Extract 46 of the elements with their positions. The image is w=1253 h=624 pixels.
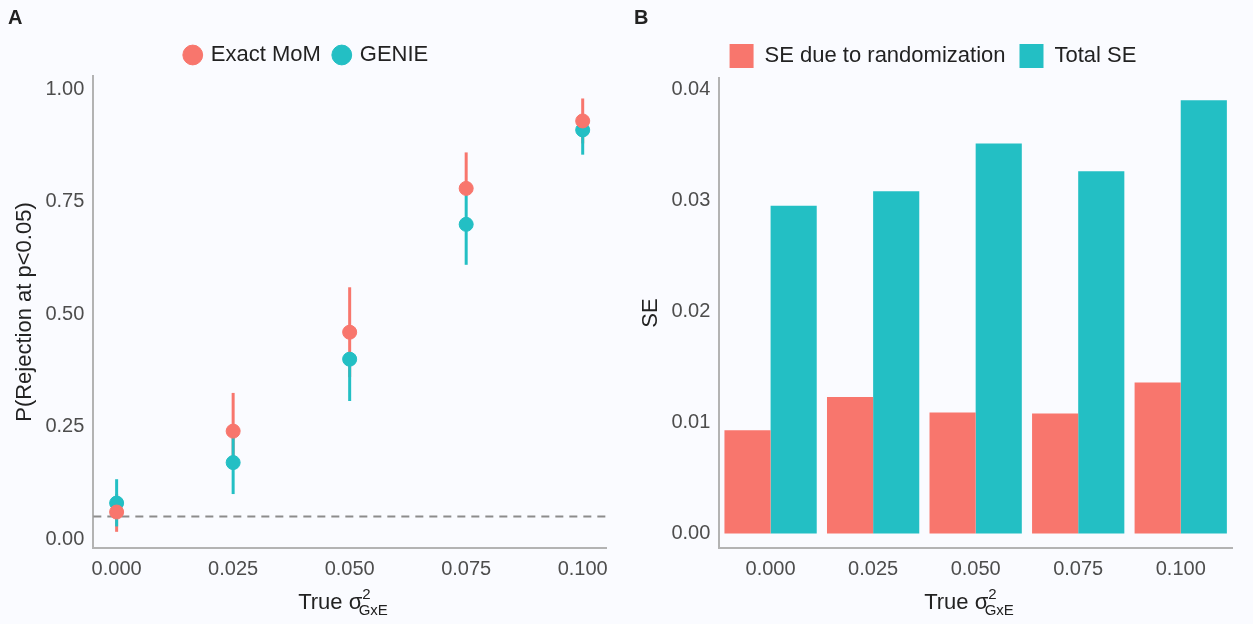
point (575, 113, 591, 129)
point (458, 216, 474, 232)
x-tick-label: 0.075 (441, 556, 492, 579)
x-tick-label: 0.000 (91, 556, 142, 579)
y-tick-label: 0.00 (45, 526, 85, 549)
bar (929, 412, 976, 534)
y-axis-title: P(Rejection at p<0.05) (11, 202, 37, 422)
y-tick-label: 0.03 (671, 187, 711, 210)
bar (1134, 382, 1181, 534)
point (109, 504, 125, 520)
legend-label: GENIE (359, 41, 429, 67)
x-tick-label: 0.100 (557, 556, 608, 579)
y-tick-label: 0.01 (671, 409, 711, 432)
x-tick-label: 0.025 (208, 556, 259, 579)
bar (1078, 171, 1125, 534)
y-tick-label: 0.25 (45, 414, 85, 437)
y-tick-label: 0.02 (671, 298, 711, 321)
bar (1180, 100, 1227, 534)
point (458, 180, 474, 196)
point (342, 324, 358, 340)
x-tick-label: 0.050 (950, 556, 1001, 579)
y-tick-label: 0.50 (45, 301, 85, 324)
legend-label: Exact MoM (210, 41, 321, 67)
chart-title: A (8, 5, 23, 28)
x-tick-label: 0.100 (1155, 556, 1206, 579)
bar (770, 205, 817, 534)
legend-label: Total SE (1054, 42, 1137, 68)
y-tick-label: 0.00 (671, 521, 711, 544)
y-tick-label: 0.75 (45, 189, 85, 212)
point (225, 455, 241, 471)
legend-label: SE due to randomization (764, 42, 1006, 68)
bar (975, 143, 1022, 534)
point (342, 351, 358, 367)
y-tick-label: 1.00 (45, 77, 85, 99)
chart-title: B (634, 5, 649, 28)
point (225, 423, 241, 439)
x-tick-label: 0.075 (1053, 556, 1104, 579)
x-tick-label: 0.050 (324, 556, 375, 579)
bar (826, 396, 874, 534)
bar (1032, 413, 1079, 534)
bar (724, 430, 771, 534)
bar (873, 191, 920, 534)
y-tick-label: 0.04 (671, 76, 711, 99)
y-axis-title: SE (637, 298, 663, 328)
x-tick-label: 0.000 (745, 556, 796, 579)
x-tick-label: 0.025 (848, 556, 899, 579)
